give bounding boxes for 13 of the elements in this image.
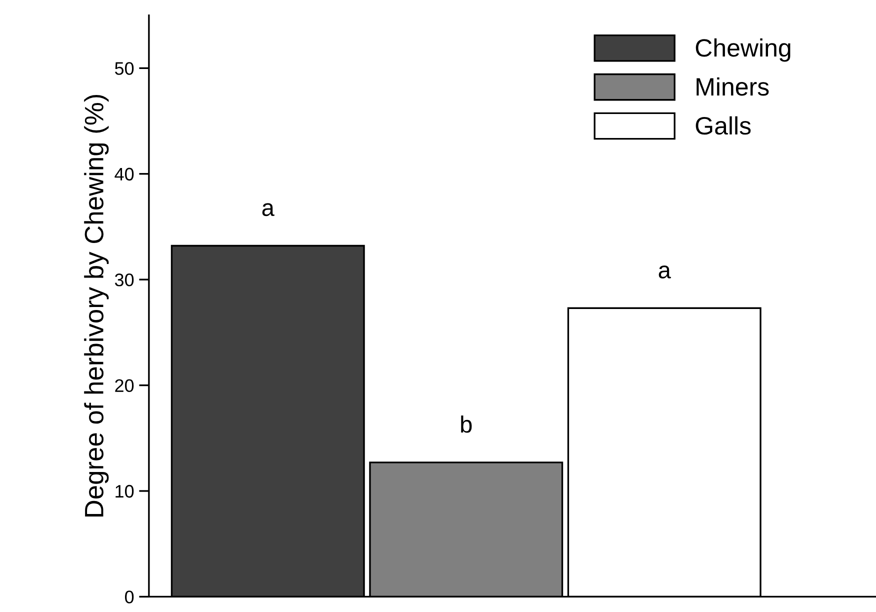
y-tick-label: 10 xyxy=(116,484,134,498)
annotation: b xyxy=(461,415,472,433)
y-tick-label: 30 xyxy=(114,274,134,286)
y-tick-label: 20 xyxy=(115,379,134,392)
annotation: a xyxy=(658,266,671,278)
legend-label: Miners xyxy=(696,77,769,96)
y-axis-title: Degree of herbivory by Chewing (%) xyxy=(84,94,109,516)
y-tick-label: 50 xyxy=(114,62,134,75)
legend-label: Chewing xyxy=(696,38,790,62)
y-tick-label: 40 xyxy=(114,168,134,181)
y-tick-label: 0 xyxy=(125,590,134,604)
legend-label: Galls xyxy=(696,116,751,135)
annotation: a xyxy=(262,203,274,216)
